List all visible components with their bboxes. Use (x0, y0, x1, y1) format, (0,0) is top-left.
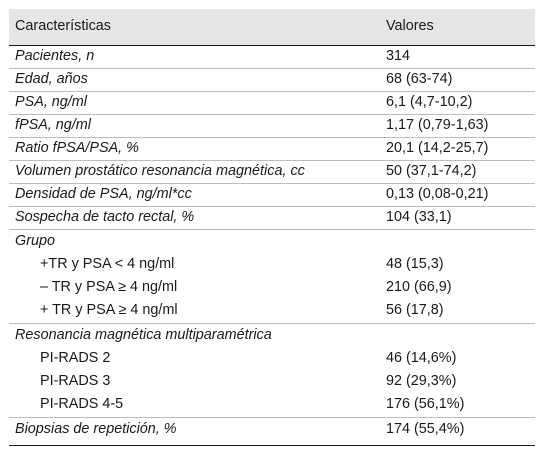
row-value: 46 (14,6%) (386, 350, 457, 366)
header-values: Valores (386, 18, 434, 34)
row-label: Biopsias de repetición, % (15, 421, 177, 437)
characteristics-table: Características Valores Pacientes, n 314… (9, 9, 535, 446)
row-value: 6,1 (4,7-10,2) (386, 94, 473, 110)
row-label: Sospecha de tacto rectal, % (15, 209, 195, 225)
row-value: 176 (56,1%) (386, 396, 465, 412)
table-row: Pacientes, n 314 (9, 46, 535, 69)
row-label: – TR y PSA ≥ 4 ng/ml (40, 279, 178, 295)
table-row: +TR y PSA < 4 ng/ml 48 (15,3) (9, 254, 535, 277)
table-row: fPSA, ng/ml 1,17 (0,79-1,63) (9, 115, 535, 138)
table-row: – TR y PSA ≥ 4 ng/ml 210 (66,9) (9, 277, 535, 300)
row-value: 68 (63-74) (386, 71, 453, 87)
section-row: Resonancia magnética multiparamétrica (9, 325, 535, 348)
row-label: + TR y PSA ≥ 4 ng/ml (40, 302, 178, 318)
row-divider (9, 68, 535, 69)
table-row: Densidad de PSA, ng/ml*cc 0,13 (0,08-0,2… (9, 184, 535, 207)
section-row: Grupo (9, 231, 535, 254)
row-value: 314 (386, 48, 411, 64)
table-row: Sospecha de tacto rectal, % 104 (33,1) (9, 207, 535, 230)
row-value: 92 (29,3%) (386, 373, 457, 389)
row-label: PI-RADS 3 (40, 373, 111, 389)
row-value: 1,17 (0,79-1,63) (386, 117, 489, 133)
row-label: PI-RADS 2 (40, 350, 111, 366)
table-header: Características Valores (9, 9, 535, 46)
row-label: PSA, ng/ml (15, 94, 87, 110)
row-divider (9, 91, 535, 92)
row-value: 48 (15,3) (386, 256, 444, 272)
row-label: fPSA, ng/ml (15, 117, 91, 133)
row-value: 50 (37,1-74,2) (386, 163, 477, 179)
row-value: 210 (66,9) (386, 279, 452, 295)
row-value: 20,1 (14,2-25,7) (386, 140, 489, 156)
row-divider (9, 206, 535, 207)
row-divider (9, 114, 535, 115)
section-label: Resonancia magnética multiparamétrica (15, 327, 272, 343)
row-value: 104 (33,1) (386, 209, 452, 225)
row-divider (9, 323, 535, 324)
table-row: PI-RADS 3 92 (29,3%) (9, 371, 535, 394)
row-divider (9, 183, 535, 184)
row-divider (9, 229, 535, 230)
table-row: + TR y PSA ≥ 4 ng/ml 56 (17,8) (9, 300, 535, 323)
row-value: 174 (55,4%) (386, 421, 465, 437)
table-row: Volumen prostático resonancia magnética,… (9, 161, 535, 184)
row-label: Densidad de PSA, ng/ml*cc (15, 186, 192, 202)
row-divider (9, 160, 535, 161)
row-label: PI-RADS 4-5 (40, 396, 124, 412)
table-row: Biopsias de repetición, % 174 (55,4%) (9, 419, 535, 442)
table-row: PI-RADS 2 46 (14,6%) (9, 348, 535, 371)
row-label: Volumen prostático resonancia magnética,… (15, 163, 305, 179)
row-value: 0,13 (0,08-0,21) (386, 186, 489, 202)
header-characteristics: Características (15, 18, 111, 34)
section-label: Grupo (15, 233, 55, 249)
row-value: 56 (17,8) (386, 302, 444, 318)
row-label: Ratio fPSA/PSA, % (15, 140, 139, 156)
table-row: Ratio fPSA/PSA, % 20,1 (14,2-25,7) (9, 138, 535, 161)
table-bottom-rule (9, 445, 535, 446)
table-row: Edad, años 68 (63-74) (9, 69, 535, 92)
row-divider (9, 417, 535, 418)
row-label: Edad, años (15, 71, 88, 87)
row-label: Pacientes, n (15, 48, 95, 64)
table-row: PI-RADS 4-5 176 (56,1%) (9, 394, 535, 417)
row-label: +TR y PSA < 4 ng/ml (40, 256, 175, 272)
row-divider (9, 137, 535, 138)
table-row: PSA, ng/ml 6,1 (4,7-10,2) (9, 92, 535, 115)
